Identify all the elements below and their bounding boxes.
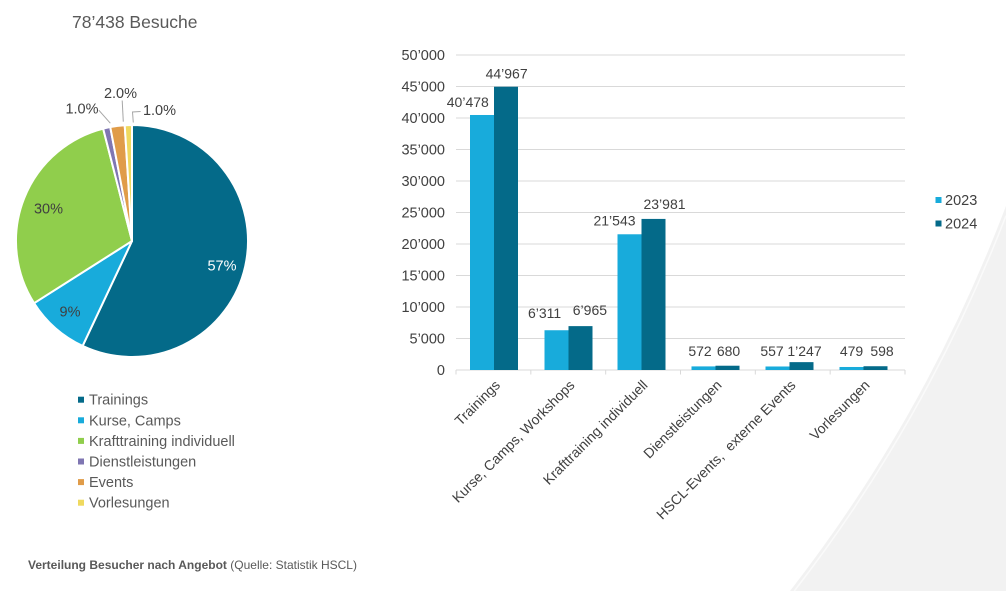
svg-text:1.0%: 1.0% <box>143 103 176 119</box>
svg-text:Verteilung Besucher nach Angeb: Verteilung Besucher nach Angebot (Quelle… <box>28 558 357 572</box>
svg-text:Trainings: Trainings <box>451 377 503 429</box>
svg-text:25’000: 25’000 <box>401 206 445 222</box>
svg-text:44’967: 44’967 <box>486 66 528 82</box>
svg-text:30%: 30% <box>34 202 63 218</box>
svg-text:HSCL-Events, externe Events: HSCL-Events, externe Events <box>653 377 799 523</box>
svg-text:Vorlesungen: Vorlesungen <box>806 377 872 443</box>
svg-text:15’000: 15’000 <box>401 269 445 285</box>
svg-text:57%: 57% <box>207 259 236 275</box>
svg-text:Kurse, Camps, Workshops: Kurse, Camps, Workshops <box>449 377 578 506</box>
svg-text:Vorlesungen: Vorlesungen <box>89 496 170 512</box>
svg-text:21’543: 21’543 <box>593 213 635 229</box>
svg-text:Dienstleistungen: Dienstleistungen <box>640 377 725 462</box>
svg-text:10’000: 10’000 <box>401 300 445 316</box>
svg-text:Events: Events <box>89 475 133 491</box>
svg-text:Trainings: Trainings <box>89 393 148 409</box>
svg-text:598: 598 <box>870 343 894 359</box>
svg-text:1’247: 1’247 <box>787 343 821 359</box>
svg-text:0: 0 <box>437 363 445 379</box>
svg-text:Krafttraining individuell: Krafttraining individuell <box>89 434 235 450</box>
svg-text:572: 572 <box>688 343 712 359</box>
svg-text:Kurse, Camps: Kurse, Camps <box>89 413 181 429</box>
svg-text:6’311: 6’311 <box>528 305 561 321</box>
svg-text:20’000: 20’000 <box>401 237 445 253</box>
svg-text:23’981: 23’981 <box>643 196 685 212</box>
svg-text:6’965: 6’965 <box>573 302 607 318</box>
svg-text:2.0%: 2.0% <box>104 86 137 102</box>
svg-text:9%: 9% <box>60 305 81 321</box>
svg-text:680: 680 <box>717 343 741 359</box>
svg-text:45’000: 45’000 <box>401 80 445 96</box>
svg-text:2023: 2023 <box>945 193 977 209</box>
svg-text:Dienstleistungen: Dienstleistungen <box>89 455 196 471</box>
svg-text:40’000: 40’000 <box>401 111 445 127</box>
svg-text:30’000: 30’000 <box>401 174 445 190</box>
svg-text:40’478: 40’478 <box>447 94 489 110</box>
svg-text:1.0%: 1.0% <box>65 102 98 118</box>
svg-text:78’438 Besuche: 78’438 Besuche <box>72 12 198 32</box>
svg-text:35’000: 35’000 <box>401 143 445 159</box>
svg-text:5’000: 5’000 <box>410 332 445 348</box>
svg-text:2024: 2024 <box>945 217 977 233</box>
svg-text:557: 557 <box>760 343 784 359</box>
svg-text:479: 479 <box>840 343 864 359</box>
svg-text:50’000: 50’000 <box>401 48 445 64</box>
